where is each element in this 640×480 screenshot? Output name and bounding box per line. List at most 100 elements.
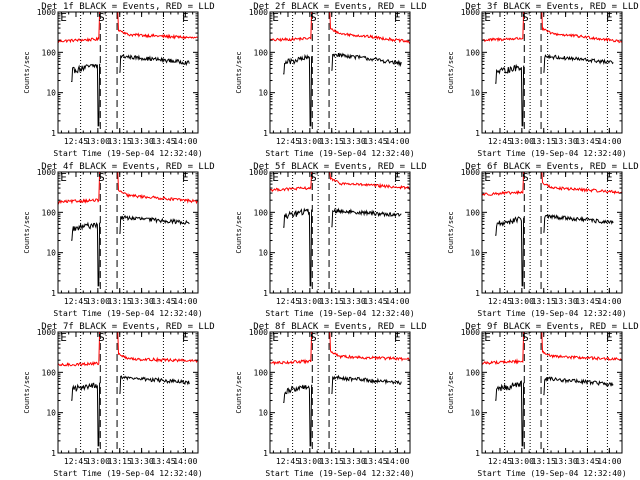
plot-frame: [57, 171, 199, 294]
panel-det-7: Det 7f BLACK = Events, RED = LLD Counts/s…: [23, 322, 215, 478]
x-tick-label: 13:30: [130, 457, 154, 466]
y-tick-label: 1: [475, 129, 480, 138]
marker-s: S: [522, 11, 529, 24]
y-tick-label: 1000: [249, 8, 268, 17]
plot-frame: [481, 331, 623, 454]
marker-e: E: [272, 331, 279, 344]
y-tick-label: 1: [263, 449, 268, 458]
x-axis-label: Start Time (19-Sep-04 12:32:40): [477, 149, 626, 158]
marker-e: E: [484, 11, 491, 24]
y-tick-label: 10: [470, 89, 480, 98]
y-tick-label: 1: [51, 449, 56, 458]
x-tick-label: 13:00: [86, 297, 110, 306]
y-axis-label: Counts/sec: [235, 211, 243, 253]
marker-e: E: [606, 11, 613, 24]
x-tick-label: 13:00: [298, 297, 322, 306]
marker-e: E: [484, 171, 491, 184]
y-tick-label: 1: [51, 129, 56, 138]
x-axis-label: Start Time (19-Sep-04 12:32:40): [265, 309, 414, 318]
y-tick-label: 1: [475, 449, 480, 458]
panel-title: Det 5f BLACK = Events, RED = LLD: [253, 162, 426, 172]
x-axis-label: Start Time (19-Sep-04 12:32:40): [53, 309, 202, 318]
x-tick-label: 13:45: [363, 297, 387, 306]
plot-frame: [269, 11, 411, 134]
series-events-line: [71, 215, 190, 287]
y-tick-label: 100: [466, 48, 481, 57]
panel-title: Det 6f BLACK = Events, RED = LLD: [465, 162, 638, 172]
x-tick-label: 12:45: [64, 137, 88, 146]
marker-e: E: [606, 331, 613, 344]
marker-s: S: [310, 331, 317, 344]
x-tick-label: 14:00: [385, 137, 409, 146]
x-tick-label: 13:30: [342, 457, 366, 466]
panel-title: Det 9f BLACK = Events, RED = LLD: [465, 322, 638, 332]
x-tick-label: 12:45: [488, 137, 512, 146]
y-tick-label: 1000: [461, 328, 480, 337]
x-tick-label: 13:30: [554, 137, 578, 146]
marker-e: E: [484, 331, 491, 344]
x-tick-label: 13:45: [151, 457, 175, 466]
series-events-line: [283, 374, 402, 447]
panel-det-6: Det 6f BLACK = Events, RED = LLD Counts/s…: [447, 162, 639, 318]
x-axis-label: Start Time (19-Sep-04 12:32:40): [477, 469, 626, 478]
x-tick-label: 12:45: [276, 297, 300, 306]
series-lld-line: [270, 172, 410, 193]
plot-frame: [269, 171, 411, 294]
x-axis-label: Start Time (19-Sep-04 12:32:40): [477, 309, 626, 318]
x-tick-label: 13:30: [554, 297, 578, 306]
x-tick-label: 13:45: [575, 137, 599, 146]
x-tick-label: 14:00: [173, 297, 197, 306]
panel-det-1: Det 1f BLACK = Events, RED = LLD Counts/s…: [23, 2, 215, 158]
x-tick-label: 14:00: [597, 137, 621, 146]
panels-group: Det 1f BLACK = Events, RED = LLD Counts/s…: [23, 2, 639, 478]
x-tick-label: 13:00: [86, 457, 110, 466]
y-tick-label: 10: [470, 409, 480, 418]
y-axis-label: Counts/sec: [235, 51, 243, 93]
marker-s: S: [310, 11, 317, 24]
y-tick-label: 100: [42, 368, 57, 377]
y-tick-label: 1000: [249, 168, 268, 177]
plot-frame: [481, 11, 623, 134]
x-axis-label: Start Time (19-Sep-04 12:32:40): [53, 469, 202, 478]
x-tick-label: 13:15: [532, 457, 556, 466]
x-axis-label: Start Time (19-Sep-04 12:32:40): [53, 149, 202, 158]
y-tick-label: 100: [42, 208, 57, 217]
y-tick-label: 1000: [461, 168, 480, 177]
x-tick-label: 13:45: [151, 137, 175, 146]
x-tick-label: 14:00: [385, 457, 409, 466]
series-lld-line: [270, 12, 410, 44]
x-tick-label: 14:00: [597, 457, 621, 466]
panel-det-4: Det 4f BLACK = Events, RED = LLD Counts/s…: [23, 162, 215, 318]
plot-frame: [57, 331, 199, 454]
x-axis-label: Start Time (19-Sep-04 12:32:40): [265, 469, 414, 478]
x-tick-label: 13:45: [363, 137, 387, 146]
y-axis-label: Counts/sec: [447, 51, 455, 93]
marker-s: S: [522, 171, 529, 184]
series-lld-line: [482, 172, 622, 196]
series-events-line: [495, 214, 614, 287]
panel-title: Det 7f BLACK = Events, RED = LLD: [41, 322, 214, 332]
marker-s: S: [522, 331, 529, 344]
y-axis-label: Counts/sec: [447, 211, 455, 253]
y-tick-label: 10: [470, 249, 480, 258]
y-tick-label: 1: [263, 129, 268, 138]
x-tick-label: 14:00: [597, 297, 621, 306]
y-tick-label: 10: [46, 409, 56, 418]
y-tick-label: 100: [466, 368, 481, 377]
plot-frame: [481, 171, 623, 294]
marker-e: E: [394, 331, 401, 344]
x-tick-label: 13:15: [108, 137, 132, 146]
x-tick-label: 13:30: [130, 137, 154, 146]
marker-e: E: [60, 11, 67, 24]
series-events-line: [71, 54, 190, 127]
panel-det-3: Det 3f BLACK = Events, RED = LLD Counts/s…: [447, 2, 639, 158]
series-lld-line: [270, 332, 410, 366]
marker-s: S: [98, 171, 105, 184]
y-tick-label: 100: [466, 208, 481, 217]
x-tick-label: 13:45: [575, 297, 599, 306]
x-tick-label: 13:15: [532, 297, 556, 306]
x-tick-label: 13:30: [130, 297, 154, 306]
panel-det-9: Det 9f BLACK = Events, RED = LLD Counts/s…: [447, 322, 639, 478]
y-tick-label: 100: [254, 208, 269, 217]
